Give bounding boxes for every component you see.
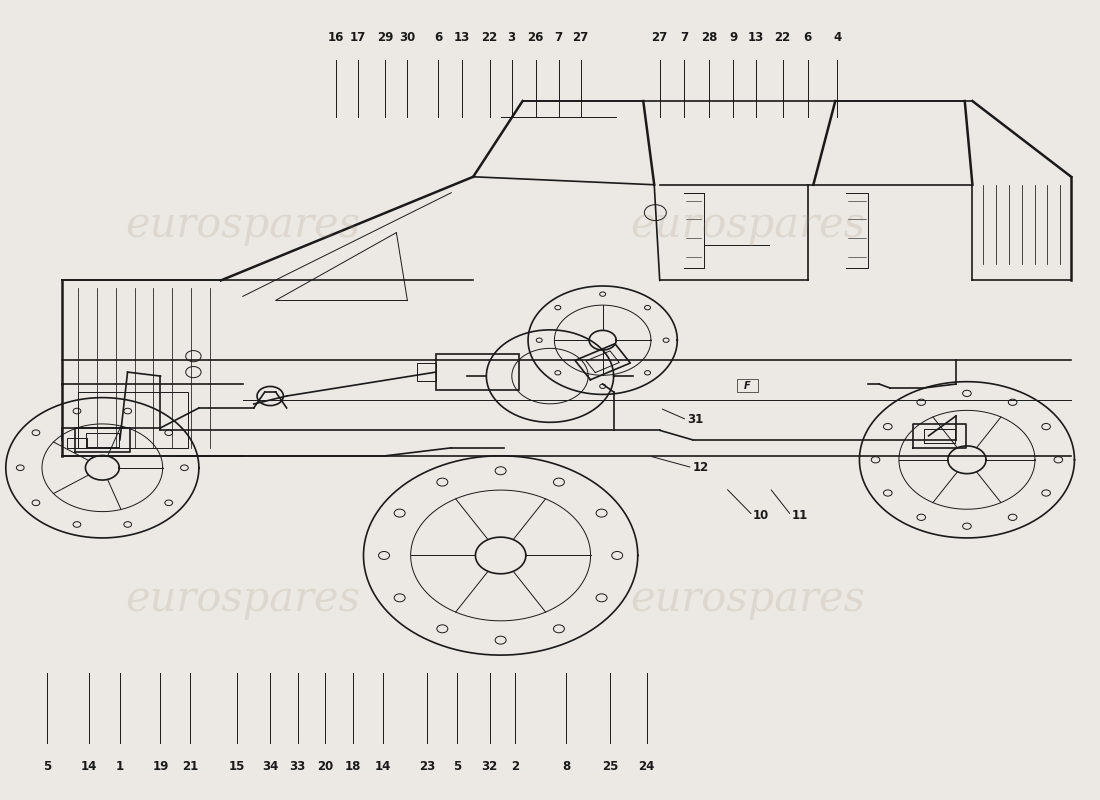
Text: 13: 13 <box>748 30 764 44</box>
Text: 18: 18 <box>344 760 361 774</box>
Text: 29: 29 <box>377 30 394 44</box>
Text: 6: 6 <box>804 30 812 44</box>
Text: 26: 26 <box>528 30 543 44</box>
Text: 32: 32 <box>482 760 498 774</box>
Text: 22: 22 <box>774 30 791 44</box>
Text: F: F <box>745 381 751 390</box>
Text: eurospares: eurospares <box>125 578 361 620</box>
Text: 33: 33 <box>289 760 306 774</box>
Text: 31: 31 <box>688 414 703 426</box>
Text: eurospares: eurospares <box>125 204 361 246</box>
Text: 1: 1 <box>116 760 124 774</box>
Text: 17: 17 <box>350 30 366 44</box>
Text: 16: 16 <box>328 30 344 44</box>
Text: 21: 21 <box>182 760 198 774</box>
Text: 27: 27 <box>651 30 668 44</box>
Text: 5: 5 <box>43 760 52 774</box>
Text: 14: 14 <box>375 760 392 774</box>
Text: 10: 10 <box>754 509 769 522</box>
Text: 19: 19 <box>152 760 168 774</box>
Text: 30: 30 <box>399 30 416 44</box>
Text: 6: 6 <box>434 30 442 44</box>
Text: 28: 28 <box>701 30 717 44</box>
Text: 34: 34 <box>262 760 278 774</box>
Text: 7: 7 <box>680 30 688 44</box>
Bar <box>737 379 759 392</box>
Text: 15: 15 <box>229 760 245 774</box>
Text: 12: 12 <box>693 462 708 474</box>
Text: 22: 22 <box>482 30 498 44</box>
Text: 4: 4 <box>834 30 842 44</box>
Text: 20: 20 <box>317 760 333 774</box>
Text: 2: 2 <box>510 760 519 774</box>
Text: 14: 14 <box>81 760 98 774</box>
Text: 24: 24 <box>638 760 654 774</box>
Bar <box>78 392 188 448</box>
Text: 27: 27 <box>573 30 588 44</box>
Text: 23: 23 <box>419 760 436 774</box>
Text: 11: 11 <box>791 509 807 522</box>
Text: 8: 8 <box>562 760 571 774</box>
Text: eurospares: eurospares <box>630 578 865 620</box>
Text: 7: 7 <box>554 30 563 44</box>
Bar <box>417 363 437 381</box>
Text: 9: 9 <box>729 30 737 44</box>
Text: 3: 3 <box>507 30 516 44</box>
Text: 5: 5 <box>452 760 461 774</box>
Bar <box>437 354 519 390</box>
Bar <box>67 438 87 448</box>
Text: 13: 13 <box>454 30 471 44</box>
Text: eurospares: eurospares <box>630 204 865 246</box>
Text: 25: 25 <box>602 760 618 774</box>
